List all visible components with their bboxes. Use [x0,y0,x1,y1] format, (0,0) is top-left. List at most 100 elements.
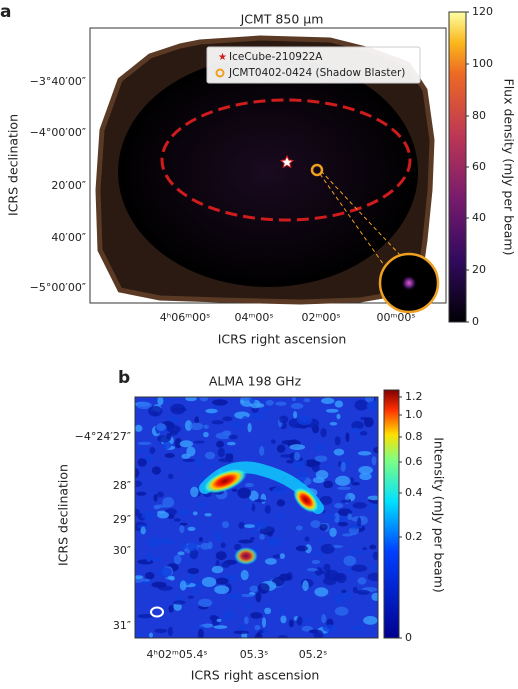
panel-label: b [118,368,130,388]
noise-blob [190,486,199,498]
noise-blob [151,466,162,475]
noise-blob [137,458,147,467]
noise-blob [323,632,330,638]
colorbar-tick-label: 20 [472,263,486,276]
noise-blob [169,397,181,400]
noise-blob [164,453,175,459]
noise-blob [198,598,213,608]
noise-blob [205,408,218,414]
legend-star: ★ [218,52,227,63]
colorbar-tick-label: 0 [472,315,479,328]
noise-blob [341,589,347,593]
noise-blob [264,504,271,514]
noise-blob [280,454,295,458]
noise-blob [135,575,144,580]
y-tick-label: 40′00″ [51,231,86,244]
noise-blob [319,523,328,531]
beam [150,606,164,618]
panel-title: ALMA 198 GHz [209,374,302,389]
noise-blob [136,401,153,410]
noise-blob [135,468,140,478]
legend-entry: JCMT0402-0424 (Shadow Blaster) [228,67,405,79]
noise-blob [157,511,169,519]
noise-blob [304,544,312,554]
noise-blob [251,503,256,512]
noise-blob [291,397,297,402]
noise-blob [254,632,263,638]
noise-blob [167,626,173,637]
source-marker [310,163,324,177]
noise-blob [314,455,328,462]
y-tick-label: −3°40′00″ [30,75,86,88]
noise-blob [213,625,228,629]
noise-blob [240,593,254,598]
x-tick-label: 04ᵐ00ˢ [235,311,274,324]
noise-blob [279,553,286,560]
noise-blob [215,551,227,561]
noise-blob [153,494,158,502]
noise-blob [167,425,181,434]
noise-blob [172,407,187,412]
neutrino-star [279,154,295,169]
y-axis-label: ICRS declination [6,114,21,216]
noise-blob [149,446,156,454]
noise-blob [277,512,284,520]
noise-blob [365,397,375,403]
noise-blob [158,537,173,544]
noise-blob [173,518,181,522]
noise-blob [356,589,370,595]
noise-blob [319,495,333,505]
noise-blob [366,401,378,411]
zoom-source [401,275,417,291]
noise-blob [214,531,223,542]
noise-blob [233,630,249,634]
noise-blob [249,536,255,541]
noise-blob [229,592,243,600]
noise-blob [267,537,282,548]
noise-blob [368,503,378,511]
noise-blob [221,521,230,529]
noise-blob [277,635,289,638]
noise-blob [162,496,175,508]
noise-blob [173,602,182,611]
noise-blob [169,430,178,436]
noise-blob [254,499,266,503]
noise-blob [168,417,180,423]
noise-blob [296,616,303,626]
noise-blob [254,624,261,631]
colorbar-b [383,389,400,639]
noise-blob [237,487,252,499]
noise-blob [373,446,378,454]
noise-blob [352,625,365,631]
noise-blob [333,448,345,456]
noise-blob [140,526,146,535]
noise-blob [254,521,268,530]
noise-blob [345,432,350,443]
noise-blob [340,461,346,472]
map-core [118,57,418,287]
noise-blob [173,554,182,565]
noise-blob [157,491,164,498]
noise-blob [167,576,174,580]
colorbar-tick-label: 0.8 [405,430,423,443]
noise-blob [315,443,324,452]
noise-blob [336,413,341,420]
noise-blob [181,543,188,550]
noise-blob [261,407,272,412]
panel-b-frame [134,396,379,639]
noise-blob [137,613,154,619]
legend-circle [215,68,225,78]
x-tick-label: 4ʰ02ᵐ05.4ˢ [147,648,208,661]
noise-blob [243,524,256,528]
noise-blob [316,551,323,557]
noise-blob [240,397,251,401]
noise-blob [156,423,167,432]
noise-blob [288,619,294,628]
noise-blob [144,572,155,580]
noise-blob [296,415,313,426]
noise-blob [329,527,337,538]
noise-blob [189,471,195,475]
noise-blob [208,462,218,466]
noise-blob [204,451,216,460]
noise-blob [142,578,151,582]
